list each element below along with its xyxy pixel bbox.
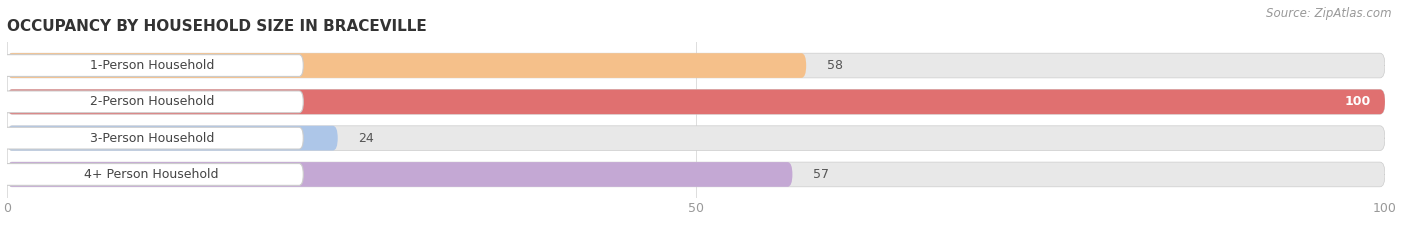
FancyBboxPatch shape (0, 127, 304, 149)
FancyBboxPatch shape (7, 89, 1385, 114)
FancyBboxPatch shape (7, 162, 1385, 187)
Text: 1-Person Household: 1-Person Household (90, 59, 214, 72)
FancyBboxPatch shape (7, 126, 1385, 151)
FancyBboxPatch shape (7, 89, 1385, 114)
Text: Source: ZipAtlas.com: Source: ZipAtlas.com (1267, 7, 1392, 20)
FancyBboxPatch shape (7, 126, 337, 151)
FancyBboxPatch shape (7, 53, 1385, 78)
Text: 3-Person Household: 3-Person Household (90, 132, 214, 145)
FancyBboxPatch shape (7, 53, 806, 78)
Text: 2-Person Household: 2-Person Household (90, 95, 214, 108)
FancyBboxPatch shape (0, 91, 304, 113)
Text: 57: 57 (813, 168, 830, 181)
Text: 24: 24 (359, 132, 374, 145)
FancyBboxPatch shape (0, 55, 304, 76)
FancyBboxPatch shape (0, 164, 304, 185)
Text: 100: 100 (1346, 95, 1371, 108)
Text: OCCUPANCY BY HOUSEHOLD SIZE IN BRACEVILLE: OCCUPANCY BY HOUSEHOLD SIZE IN BRACEVILL… (7, 19, 427, 34)
Text: 4+ Person Household: 4+ Person Household (84, 168, 219, 181)
Text: 58: 58 (827, 59, 842, 72)
FancyBboxPatch shape (7, 162, 793, 187)
